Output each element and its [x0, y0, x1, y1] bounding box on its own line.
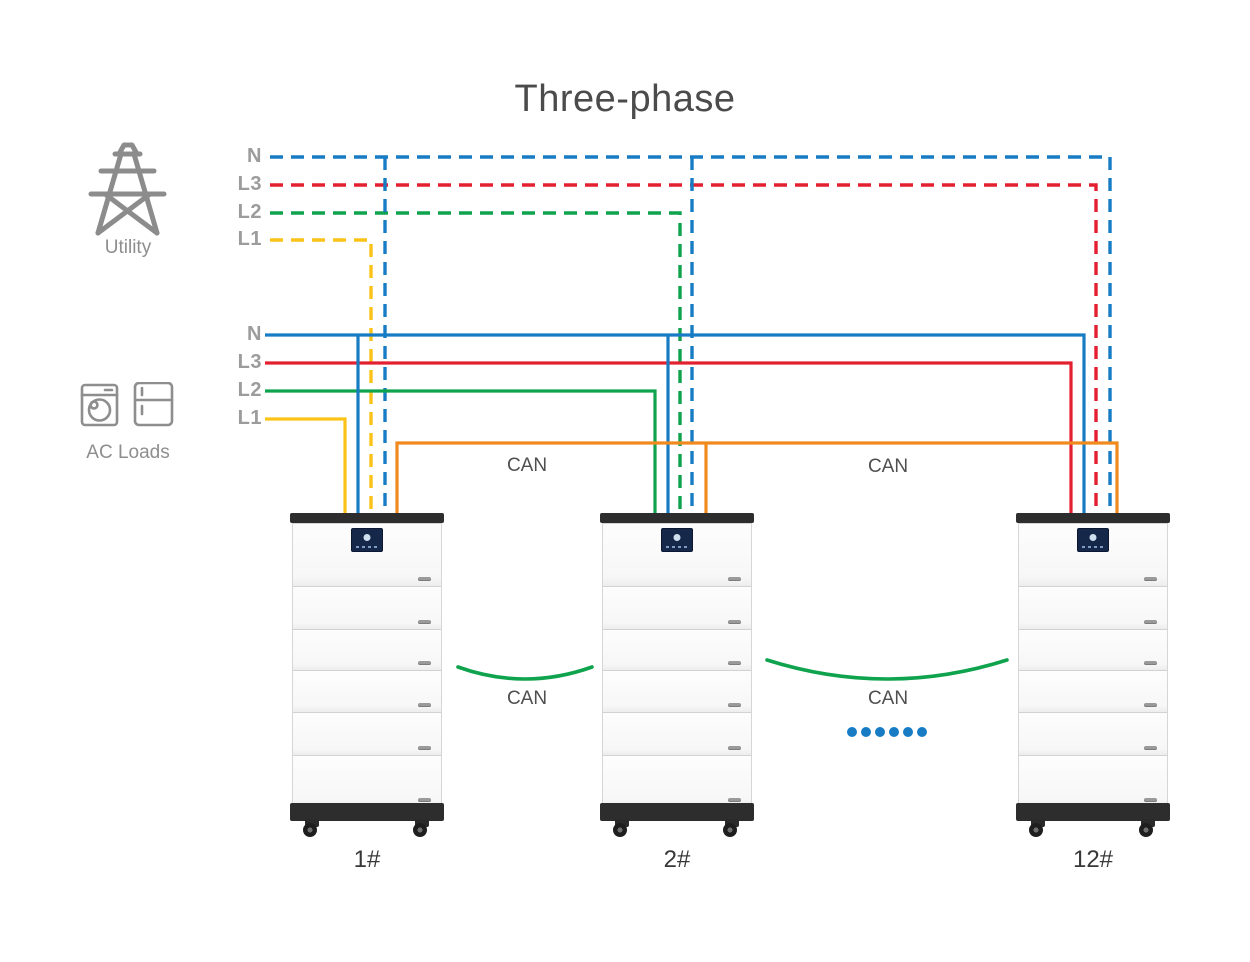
wire-grid-L3 — [270, 183, 1098, 514]
display-screen — [661, 528, 693, 552]
grid-line-label-l1: L1 — [237, 228, 262, 250]
ellipsis-dot — [861, 727, 871, 737]
can-label-link-1: CAN — [506, 688, 548, 709]
unit-base — [600, 803, 754, 821]
wire-load-L3 — [265, 361, 1073, 514]
caster-wheel — [1136, 819, 1160, 837]
diagram-title: Three-phase — [514, 78, 736, 120]
battery-module — [293, 756, 441, 807]
ac-loads-icons — [80, 382, 174, 427]
unit-top-cap — [600, 513, 754, 523]
brand-logo — [728, 620, 741, 624]
wire-can-bus — [395, 441, 1119, 514]
unit-body — [292, 523, 442, 807]
battery-module — [293, 713, 441, 756]
battery-module — [603, 756, 751, 807]
wire-load-N — [265, 333, 1086, 514]
brand-logo — [728, 577, 741, 581]
unit-label: 2# — [663, 846, 691, 873]
load-line-label-n: N — [247, 323, 262, 345]
refrigerator-icon — [133, 382, 174, 427]
unit-label: 12# — [1072, 846, 1114, 873]
battery-module — [603, 630, 751, 671]
brand-logo — [728, 798, 741, 802]
brand-logo — [1144, 746, 1157, 750]
ellipsis-dot — [875, 727, 885, 737]
can-label-link-2: CAN — [867, 688, 909, 709]
can-curve-2 — [765, 658, 1009, 681]
wire-load-L2 — [265, 389, 657, 514]
load-line-label-l1: L1 — [237, 407, 262, 429]
brand-logo — [1144, 661, 1157, 665]
ac-loads-label: AC Loads — [86, 442, 170, 463]
ellipsis-dot — [847, 727, 857, 737]
brand-logo — [418, 746, 431, 750]
can-label-bus-1: CAN — [506, 455, 548, 476]
brand-logo — [418, 703, 431, 707]
inverter-module — [293, 524, 441, 587]
washing-machine-icon — [80, 383, 119, 427]
caster-wheel — [410, 819, 434, 837]
can-label-bus-2: CAN — [867, 456, 909, 477]
battery-module — [1019, 756, 1167, 807]
caster-wheel — [610, 819, 634, 837]
grid-line-label-l3: L3 — [237, 173, 262, 195]
inverter-module — [603, 524, 751, 587]
grid-line-label-l2: L2 — [237, 201, 262, 223]
ellipsis-dot — [903, 727, 913, 737]
brand-logo — [728, 661, 741, 665]
inverter-module — [1019, 524, 1167, 587]
battery-module — [603, 671, 751, 713]
wire-grid-N — [270, 155, 1112, 514]
ellipsis-dot — [889, 727, 899, 737]
battery-module — [1019, 587, 1167, 630]
battery-module — [293, 671, 441, 713]
utility-label: Utility — [104, 237, 152, 258]
can-curve-1 — [456, 665, 594, 681]
battery-stack-unit-12: 12# — [1016, 513, 1170, 893]
battery-module — [293, 630, 441, 671]
battery-module — [603, 587, 751, 630]
brand-logo — [1144, 703, 1157, 707]
battery-stack-unit-2: 2# — [600, 513, 754, 893]
caster-wheel — [720, 819, 744, 837]
battery-stack-unit-1: 1# — [290, 513, 444, 893]
unit-base — [290, 803, 444, 821]
unit-top-cap — [290, 513, 444, 523]
load-line-label-l2: L2 — [237, 379, 262, 401]
caster-wheel — [1026, 819, 1050, 837]
battery-module — [293, 587, 441, 630]
brand-logo — [728, 746, 741, 750]
battery-module — [1019, 713, 1167, 756]
brand-logo — [418, 577, 431, 581]
brand-logo — [418, 798, 431, 802]
load-line-label-l3: L3 — [237, 351, 262, 373]
unit-top-cap — [1016, 513, 1170, 523]
battery-module — [1019, 671, 1167, 713]
brand-logo — [418, 620, 431, 624]
battery-module — [603, 713, 751, 756]
brand-logo — [1144, 620, 1157, 624]
utility-pylon-icon — [88, 142, 167, 236]
unit-body — [1018, 523, 1168, 807]
brand-logo — [418, 661, 431, 665]
ellipsis-dot — [917, 727, 927, 737]
brand-logo — [728, 703, 741, 707]
display-screen — [1077, 528, 1109, 552]
brand-logo — [1144, 798, 1157, 802]
unit-label: 1# — [353, 846, 381, 873]
brand-logo — [1144, 577, 1157, 581]
unit-base — [1016, 803, 1170, 821]
grid-line-label-n: N — [247, 145, 262, 167]
wire-load-L1 — [265, 417, 347, 514]
wire-grid-L1 — [270, 238, 373, 514]
display-screen — [351, 528, 383, 552]
unit-body — [602, 523, 752, 807]
battery-module — [1019, 630, 1167, 671]
caster-wheel — [300, 819, 324, 837]
